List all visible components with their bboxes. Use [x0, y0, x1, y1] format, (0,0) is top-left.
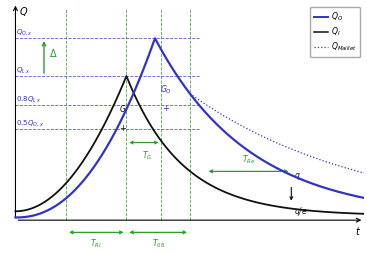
Text: $Q_{O,x}$: $Q_{O,x}$: [17, 27, 33, 37]
Text: $G_O$: $G_O$: [160, 84, 172, 96]
Text: $+$: $+$: [119, 123, 127, 133]
Text: $T_{Ri}$: $T_{Ri}$: [90, 238, 102, 250]
Text: $q/e$: $q/e$: [294, 205, 308, 218]
Text: $T_{08}$: $T_{08}$: [152, 238, 165, 250]
Text: $q$: $q$: [294, 171, 301, 182]
Text: $G_I$: $G_I$: [119, 103, 128, 116]
Text: $T_G$: $T_G$: [142, 149, 152, 162]
Text: $0.8Q_{I,x}$: $0.8Q_{I,x}$: [17, 94, 42, 104]
Text: $0.5Q_{O,x}$: $0.5Q_{O,x}$: [17, 118, 44, 128]
Text: $t$: $t$: [355, 225, 361, 236]
Text: $\Delta$: $\Delta$: [49, 47, 57, 59]
Text: $T_{Re}$: $T_{Re}$: [242, 153, 255, 166]
Text: $+$: $+$: [162, 103, 170, 113]
Text: $Q_{I,x}$: $Q_{I,x}$: [17, 65, 31, 75]
Text: $Q$: $Q$: [19, 5, 28, 18]
Legend: $Q_O$, $Q_I$, $Q_{Maillet}$: $Q_O$, $Q_I$, $Q_{Maillet}$: [310, 7, 360, 57]
